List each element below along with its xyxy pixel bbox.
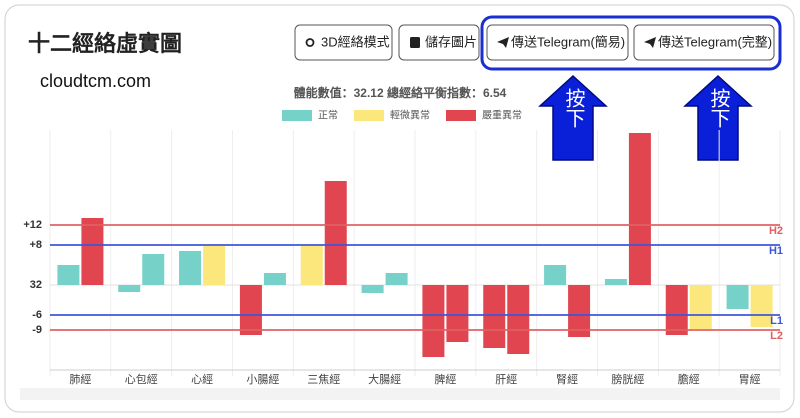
- x-tick-label: 肺經: [69, 372, 91, 386]
- y-tick-label: +12: [23, 219, 42, 231]
- bar: [203, 246, 226, 285]
- reference-label: H1: [769, 245, 783, 257]
- reference-label: H2: [769, 225, 783, 237]
- button[interactable]: [633, 24, 775, 61]
- scroll-area: [20, 388, 780, 400]
- button[interactable]: [486, 24, 629, 61]
- bar: [628, 133, 651, 285]
- button[interactable]: [294, 24, 393, 61]
- y-tick-label: -6: [32, 309, 42, 321]
- x-tick-label: 肝經: [495, 372, 517, 386]
- site: cloudtcm.com: [40, 71, 151, 91]
- legend-label: 輕微異常: [390, 109, 430, 122]
- y-tick-label: 32: [30, 279, 42, 291]
- bar: [726, 285, 749, 309]
- chart-subtitle: 體能數值：32.12 總經絡平衡指數：6.54: [294, 85, 507, 100]
- reference-label: L1: [770, 315, 783, 327]
- legend-swatch: [446, 110, 476, 121]
- bar: [689, 285, 712, 329]
- telegram-icon: [497, 37, 509, 48]
- save-icon: [410, 37, 420, 48]
- bar: [361, 285, 384, 293]
- arrow-label: 按下: [562, 88, 585, 128]
- button-label[interactable]: 3D經絡模式: [321, 34, 390, 49]
- x-tick-label: 胃經: [739, 372, 761, 386]
- bar: [483, 285, 506, 348]
- x-tick-label: 脾經: [434, 372, 456, 386]
- button-label[interactable]: 儲存圖片: [425, 34, 477, 49]
- button-label[interactable]: 傳送Telegram(完整): [658, 34, 772, 49]
- bar: [665, 285, 688, 335]
- bar: [750, 285, 773, 327]
- x-tick-label: 心包經: [125, 372, 158, 386]
- title: 十二經絡虛實圖: [28, 31, 182, 56]
- button-label[interactable]: 傳送Telegram(簡易): [511, 34, 625, 49]
- telegram-icon: [644, 37, 656, 48]
- bar: [604, 279, 627, 285]
- bar: [300, 245, 323, 285]
- y-tick-label: +8: [29, 239, 42, 251]
- arrow: [683, 74, 753, 161]
- x-tick-label: 小腸經: [246, 372, 279, 386]
- legend-swatch: [282, 110, 312, 121]
- bar: [179, 251, 202, 285]
- legend-swatch: [354, 110, 384, 121]
- x-tick-label: 大腸經: [368, 372, 401, 386]
- button[interactable]: [398, 24, 480, 61]
- x-tick-label: 心經: [191, 372, 213, 386]
- bar: [422, 285, 445, 357]
- bar: [446, 285, 469, 342]
- legend-label: 正常: [318, 109, 338, 122]
- highlight-box: [480, 15, 782, 71]
- bar: [385, 273, 408, 285]
- arrow-label: 按下: [707, 88, 730, 128]
- bar: [507, 285, 530, 354]
- x-tick-label: 膽經: [678, 372, 700, 386]
- bar: [57, 265, 80, 285]
- x-tick-label: 三焦經: [307, 372, 340, 386]
- frame: [4, 4, 795, 413]
- reference-label: L2: [770, 330, 783, 342]
- bar: [263, 273, 286, 285]
- bar: [142, 254, 165, 285]
- x-tick-label: 膀胱經: [611, 372, 644, 386]
- y-tick-label: -9: [32, 324, 42, 336]
- bar: [324, 181, 347, 285]
- bar: [568, 285, 591, 337]
- arrow: [538, 74, 608, 161]
- bar: [239, 285, 262, 335]
- bar: [118, 285, 141, 292]
- share-icon: [305, 38, 315, 47]
- bar: [544, 265, 567, 285]
- legend-label: 嚴重異常: [482, 109, 522, 122]
- x-tick-label: 腎經: [556, 372, 578, 386]
- bar: [81, 218, 104, 285]
